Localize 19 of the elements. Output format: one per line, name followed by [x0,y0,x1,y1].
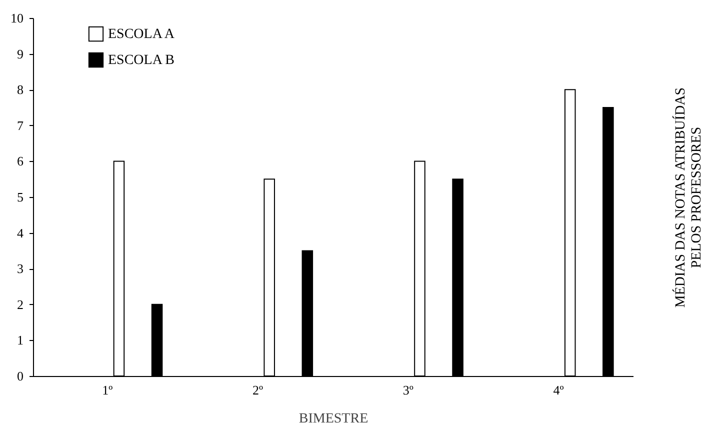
y-tick-label: 1 [17,332,24,348]
y-tick-label: 2 [17,296,24,312]
x-tick-label: 2º [252,382,264,398]
y-tick-label: 0 [17,368,24,384]
x-axis-title: BIMESTRE [298,412,368,426]
y-tick-label: 10 [10,10,24,26]
y-tick-label: 6 [17,154,24,169]
y-tick-label: 4 [17,225,24,240]
y-tick-label: 3 [17,261,24,276]
legend-label: ESCOLA B [108,53,175,68]
x-tick-label: 3º [402,382,414,398]
y-tick-label: 7 [17,118,24,133]
x-tick-label: 4º [553,382,564,398]
x-tick-label: 1º [102,382,113,398]
y-tick-label: 5 [17,190,24,204]
legend-label: ESCOLA A [108,27,176,42]
y-tick-label: 9 [17,46,24,62]
y-tick-label: 8 [17,82,24,98]
y-axis-title: MÉDIAS DAS NOTAS ATRIBUÍDAS PELOS PROFESSORES [672,87,704,308]
